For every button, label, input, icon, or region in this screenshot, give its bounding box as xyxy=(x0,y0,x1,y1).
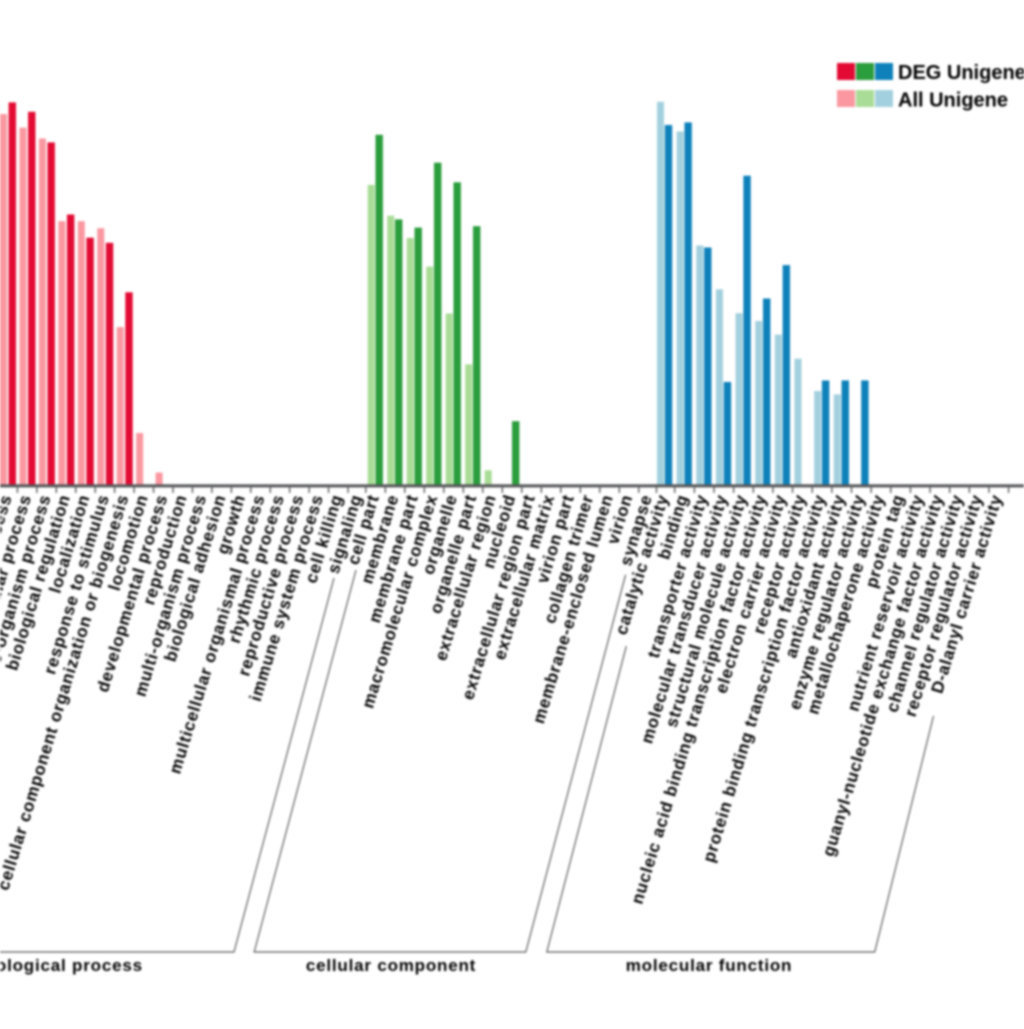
svg-text:DEG Unigene: DEG Unigene xyxy=(898,62,1024,84)
svg-text:biological process: biological process xyxy=(0,956,143,975)
svg-text:cellular component: cellular component xyxy=(306,956,476,975)
svg-text:molecular function: molecular function xyxy=(626,956,792,975)
svg-text:All Unigene: All Unigene xyxy=(898,90,1008,112)
